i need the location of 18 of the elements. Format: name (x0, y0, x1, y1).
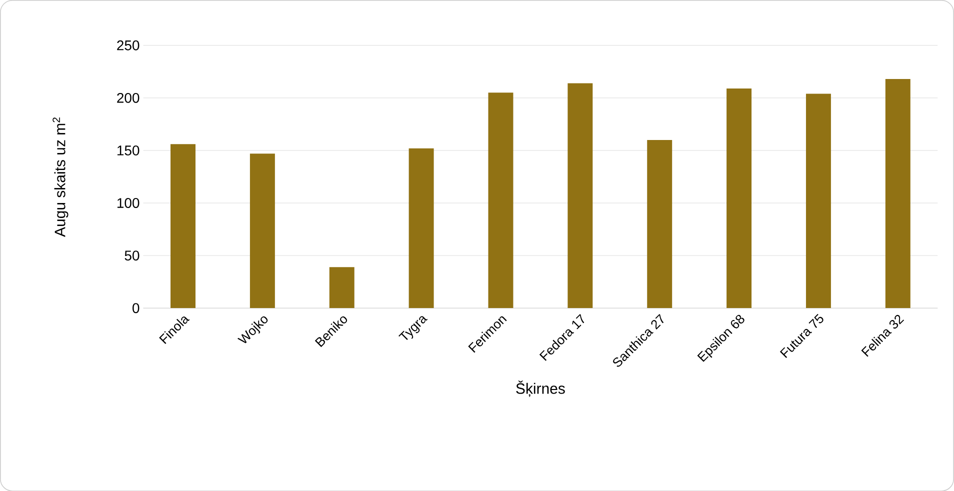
y-tick-label: 50 (124, 250, 140, 260)
y-tick-label: 0 (132, 302, 140, 313)
y-tick-label: 200 (117, 92, 140, 103)
bar (329, 266, 354, 308)
bar (408, 148, 434, 308)
bar (170, 144, 196, 308)
bar (250, 153, 275, 308)
y-tick-label: 250 (117, 40, 140, 50)
bar (726, 88, 752, 308)
y-tick-label: 100 (117, 198, 140, 208)
bar (647, 140, 672, 308)
bar (885, 78, 910, 308)
bar (568, 83, 593, 308)
bar (806, 94, 831, 308)
y-axis-title: Augu skaits uz m$^{2}$ (52, 117, 68, 237)
bar (488, 92, 514, 308)
x-axis-title: Šķirnes (516, 380, 565, 397)
y-tick-label: 150 (117, 145, 140, 156)
